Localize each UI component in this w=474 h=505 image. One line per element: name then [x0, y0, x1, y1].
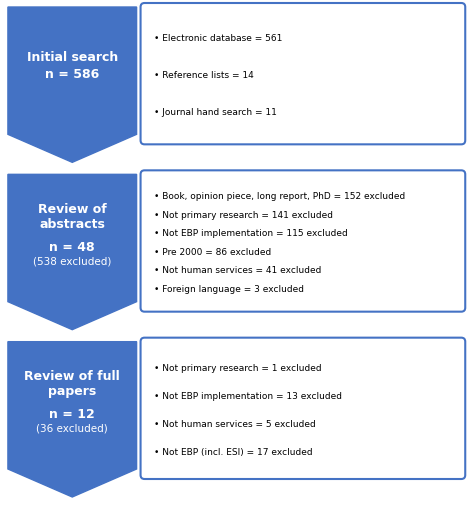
- Text: • Not primary research = 141 excluded: • Not primary research = 141 excluded: [155, 210, 333, 219]
- Text: • Electronic database = 561: • Electronic database = 561: [155, 34, 283, 43]
- Text: • Book, opinion piece, long report, PhD = 152 excluded: • Book, opinion piece, long report, PhD …: [155, 192, 406, 200]
- Text: Review of
abstracts: Review of abstracts: [38, 203, 107, 231]
- FancyBboxPatch shape: [141, 4, 465, 145]
- Text: • Journal hand search = 11: • Journal hand search = 11: [155, 108, 277, 117]
- Text: n = 48: n = 48: [49, 240, 95, 253]
- Text: Initial search: Initial search: [27, 51, 118, 64]
- Text: n = 12: n = 12: [49, 407, 95, 420]
- Text: (36 excluded): (36 excluded): [36, 423, 108, 432]
- Text: • Not primary research = 1 excluded: • Not primary research = 1 excluded: [155, 364, 322, 372]
- Text: • Reference lists = 14: • Reference lists = 14: [155, 71, 254, 80]
- Polygon shape: [8, 8, 137, 163]
- Text: • Not EBP (incl. ESI) = 17 excluded: • Not EBP (incl. ESI) = 17 excluded: [155, 447, 313, 456]
- Polygon shape: [8, 175, 137, 330]
- Text: n = 586: n = 586: [45, 68, 100, 81]
- Polygon shape: [8, 342, 137, 497]
- Text: • Foreign language = 3 excluded: • Foreign language = 3 excluded: [155, 284, 304, 293]
- Text: • Not EBP implementation = 115 excluded: • Not EBP implementation = 115 excluded: [155, 229, 348, 238]
- FancyBboxPatch shape: [141, 171, 465, 312]
- Text: • Not human services = 5 excluded: • Not human services = 5 excluded: [155, 419, 316, 428]
- Text: • Pre 2000 = 86 excluded: • Pre 2000 = 86 excluded: [155, 247, 272, 256]
- Text: • Not EBP implementation = 13 excluded: • Not EBP implementation = 13 excluded: [155, 391, 342, 400]
- Text: • Not human services = 41 excluded: • Not human services = 41 excluded: [155, 266, 322, 275]
- Text: Review of full
papers: Review of full papers: [24, 370, 120, 397]
- Text: (538 excluded): (538 excluded): [33, 256, 111, 266]
- FancyBboxPatch shape: [141, 338, 465, 479]
